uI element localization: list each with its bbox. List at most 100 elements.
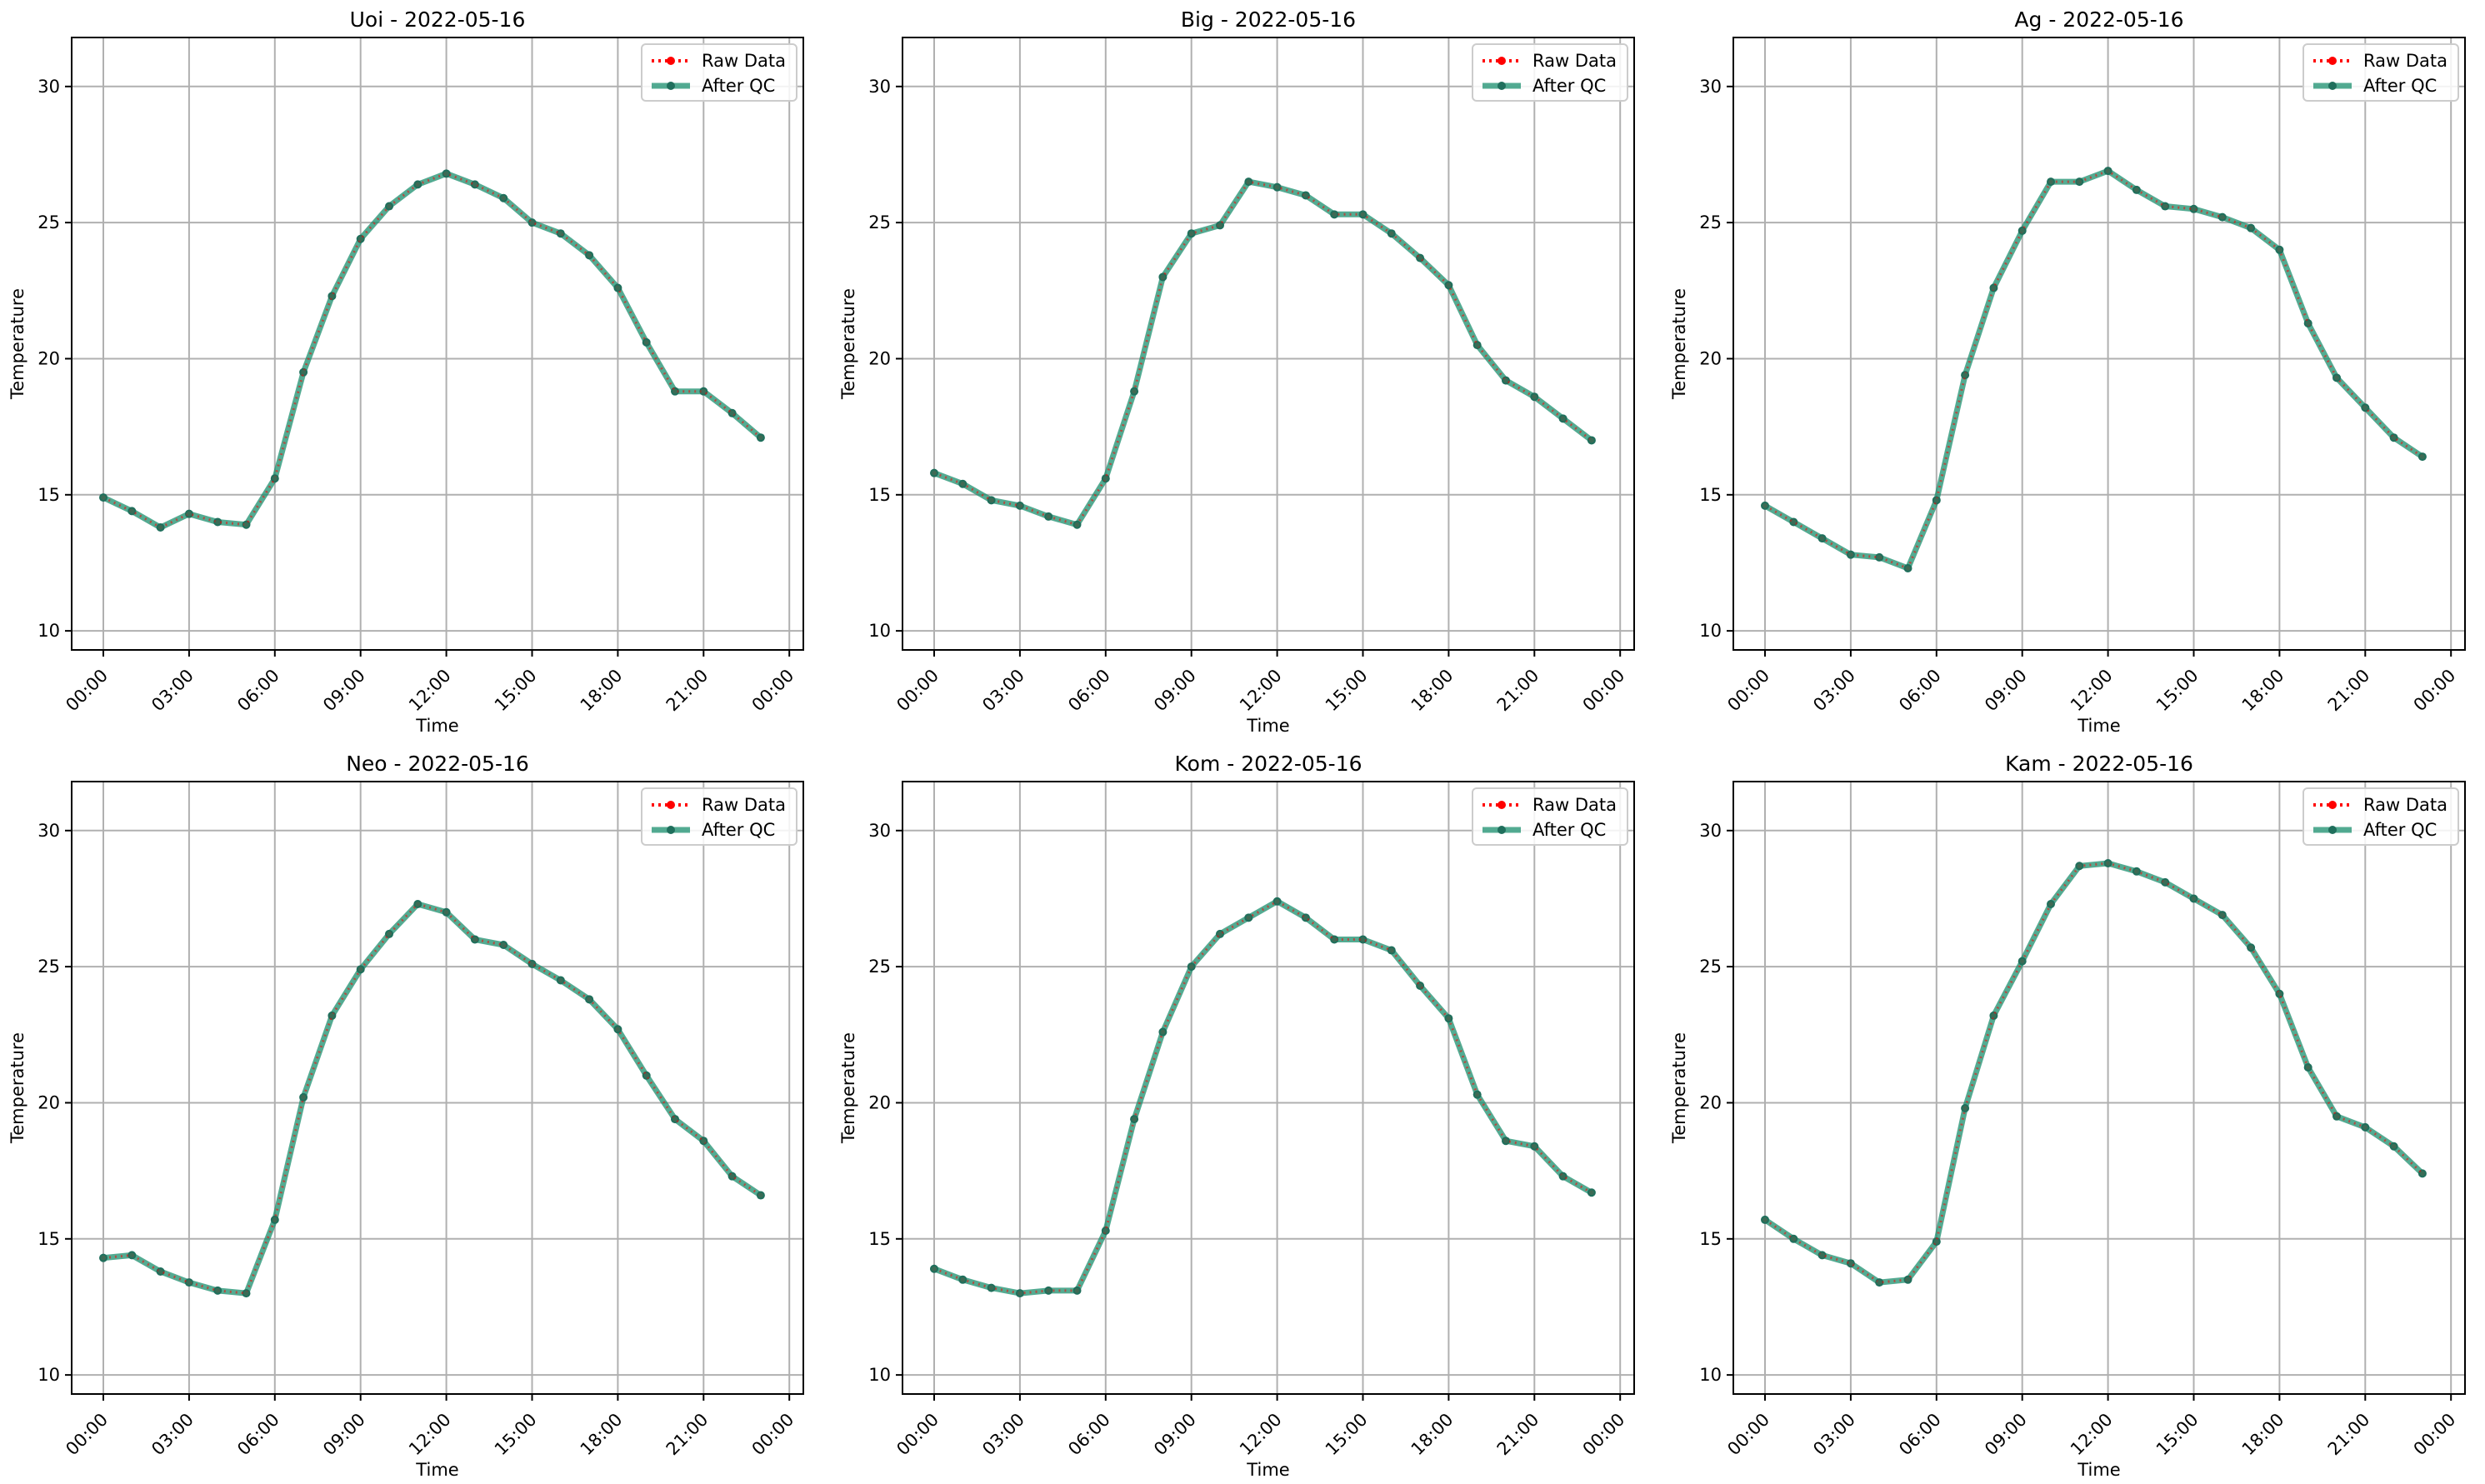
raw-point	[443, 171, 449, 177]
x-tick-label: 00:00	[2410, 1409, 2460, 1459]
chart-title: Uoi - 2022-05-16	[350, 7, 526, 32]
y-tick-label: 30	[38, 821, 60, 841]
raw-point	[1102, 1228, 1108, 1233]
raw-point	[1762, 502, 1768, 508]
raw-point	[1246, 915, 1252, 921]
raw-point	[1046, 1287, 1052, 1293]
raw-point	[2219, 214, 2225, 220]
raw-point	[960, 481, 966, 487]
raw-point	[758, 435, 763, 441]
y-tick-label: 25	[868, 957, 891, 977]
x-tick-label: 00:00	[62, 1409, 112, 1459]
y-tick-label: 15	[868, 485, 891, 505]
y-tick-label: 20	[38, 1092, 60, 1112]
raw-point	[415, 902, 421, 907]
x-tick-label: 12:00	[2067, 1409, 2117, 1459]
legend-raw-label: Raw Data	[2363, 51, 2448, 71]
series-line-after-qc	[102, 170, 763, 531]
x-tick-label: 15:00	[2152, 1409, 2202, 1459]
raw-point	[1074, 1287, 1080, 1293]
x-tick-label: 00:00	[748, 665, 798, 715]
raw-point	[501, 942, 507, 947]
raw-point	[1388, 231, 1394, 237]
raw-point	[558, 977, 563, 983]
raw-point	[1274, 184, 1280, 190]
y-tick-label: 15	[38, 485, 60, 505]
raw-point	[1418, 255, 1423, 261]
raw-point	[1905, 1277, 1911, 1282]
raw-point	[2105, 861, 2111, 866]
raw-point	[1360, 212, 1366, 217]
raw-point	[1132, 1117, 1138, 1122]
x-tick-label: 09:00	[319, 1409, 369, 1459]
x-tick-label: 12:00	[405, 665, 455, 715]
raw-point	[672, 388, 678, 394]
raw-point	[1188, 964, 1194, 970]
raw-point	[587, 997, 592, 1002]
raw-point	[1332, 937, 1338, 942]
raw-point	[186, 1280, 192, 1286]
series-line-after-qc	[1763, 167, 2424, 572]
legend-raw-label: Raw Data	[2363, 795, 2448, 815]
x-tick-label: 18:00	[577, 1409, 627, 1459]
series-line-after-qc	[932, 898, 1593, 1297]
legend-raw-marker	[2328, 57, 2337, 65]
raw-point	[1160, 1029, 1166, 1035]
raw-point	[272, 1217, 278, 1222]
x-tick-label: 21:00	[1493, 665, 1543, 715]
x-axis-label: Time	[2077, 1460, 2120, 1480]
raw-point	[158, 525, 163, 530]
raw-point	[1418, 983, 1423, 988]
legend-qc-label: After QC	[1532, 820, 1606, 840]
raw-point	[701, 1138, 707, 1144]
x-tick-label: 21:00	[2324, 665, 2374, 715]
series-line-after-qc	[932, 178, 1594, 528]
raw-point	[1218, 222, 1222, 228]
raw-point	[129, 508, 135, 514]
legend-qc-marker	[667, 82, 675, 90]
x-tick-label: 09:00	[1150, 1409, 1200, 1459]
raw-point	[615, 285, 621, 291]
raw-point	[186, 511, 192, 517]
raw-point	[1017, 1291, 1022, 1297]
y-axis-label: Temperature	[8, 1032, 28, 1144]
raw-point	[1791, 519, 1797, 525]
x-tick-label: 09:00	[1150, 665, 1200, 715]
x-tick-label: 09:00	[1981, 665, 2031, 715]
axes-frame	[1732, 37, 2466, 651]
raw-point	[1848, 1261, 1853, 1267]
raw-point	[1588, 437, 1594, 443]
raw-point	[2162, 879, 2168, 885]
raw-point	[932, 1266, 937, 1272]
subplot-3: 00:00 03:00 06:00 09:00 12:00 15:00 18:00 21:00…	[8, 752, 804, 1480]
x-tick-label: 03:00	[1809, 665, 1859, 715]
y-tick-label: 15	[868, 1229, 891, 1249]
x-tick-label: 00:00	[1579, 1409, 1629, 1459]
x-tick-label: 21:00	[662, 665, 712, 715]
raw-point	[2191, 206, 2197, 212]
raw-point	[1877, 554, 1882, 560]
x-tick-label: 06:00	[1064, 665, 1114, 715]
x-tick-label: 00:00	[62, 665, 112, 715]
raw-point	[215, 1287, 221, 1293]
subplot-2: 00:00 03:00 06:00 09:00 12:00 15:00 18:00 21:00…	[1669, 7, 2466, 736]
grid	[72, 37, 803, 650]
legend-qc-marker	[1498, 826, 1506, 834]
axes-frame	[902, 37, 1635, 651]
x-tick-label: 03:00	[148, 665, 198, 715]
raw-point	[1962, 1106, 1968, 1111]
y-tick-label: 30	[868, 821, 891, 841]
series-line-raw	[1764, 169, 2423, 570]
legend-qc-label: After QC	[1532, 76, 1606, 96]
y-axis-label: Temperature	[1669, 288, 1689, 400]
y-tick-label: 30	[38, 77, 60, 97]
raw-point	[1274, 898, 1280, 904]
raw-point	[1474, 1092, 1480, 1097]
grid	[1733, 782, 2465, 1394]
legend: Raw Data After QC	[2302, 787, 2459, 846]
legend-raw-marker	[2328, 801, 2337, 809]
series-line-raw	[102, 902, 762, 1295]
series-line-raw	[933, 899, 1592, 1295]
axes-frame	[902, 781, 1635, 1395]
chart-title: Ag - 2022-05-16	[2014, 7, 2183, 32]
